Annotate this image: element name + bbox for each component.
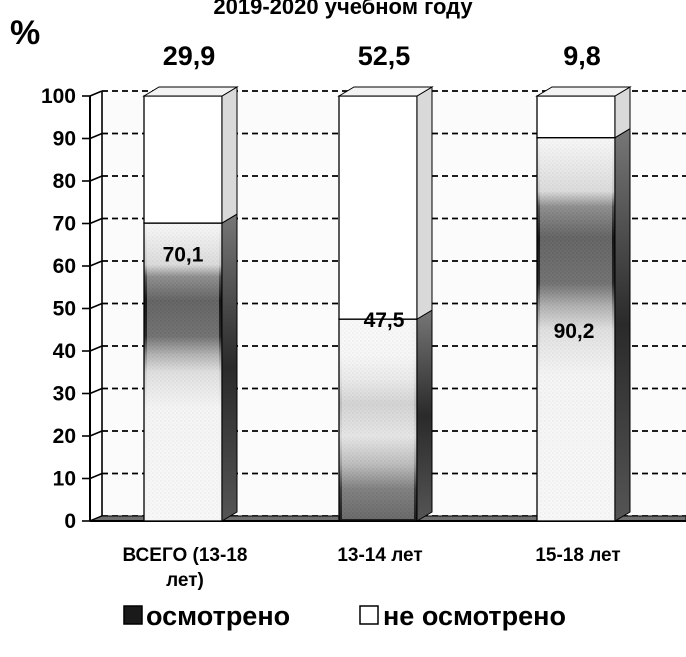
y-tick-label: 0 [64,510,76,533]
legend-label-осмотрено: осмотрено [146,601,290,631]
bar-group: 9,8 90,2 [535,41,632,522]
x-tick-label: лет) [166,570,204,591]
value-label-не-осмотрено: 29,9 [163,41,216,71]
bar-side-осмотрено [416,309,433,522]
bar-texture [147,225,219,519]
gridline-diagonal [89,472,103,480]
y-tick-label: 100 [41,85,76,108]
gridline-diagonal [89,217,103,225]
y-tick-label: 20 [53,425,76,448]
gridline-diagonal [89,175,103,182]
y-tick-label: 40 [53,340,76,363]
bar-top [337,86,434,97]
y-tick-label: 10 [53,468,76,491]
y-tick-label: 70 [53,213,76,236]
gridline-diagonal [89,387,103,395]
bar-group: 29,9 70,1 [142,41,239,522]
value-label-осмотрено: 47,5 [364,309,405,332]
y-tick-label: 30 [53,383,76,406]
bar-group: 52,5 47,5 [337,41,434,522]
chart-title: 2019-2020 учебном году [213,0,473,19]
y-axis-ticks: 0 10 20 30 40 50 60 70 80 90 100 [41,85,76,533]
gridline-diagonal [89,260,103,267]
gridline-diagonal [89,345,103,352]
bar-segment-не-осмотрено [536,95,616,139]
bars: 29,9 70,1 52,5 47,5 9,8 90,2 [142,41,632,522]
bar-top [535,86,632,97]
y-tick-label: 80 [53,170,76,193]
bar-side-осмотрено [221,213,238,522]
x-tick-label: ВСЕГО (13-18 [123,545,248,566]
bar-side-не-осмотрено [221,86,238,224]
bar-texture [540,139,612,519]
legend-swatch-не-осмотрено [359,605,379,625]
gridline-diagonal [89,132,103,140]
bar-side-осмотрено [614,127,631,522]
gridline-diagonal [89,430,103,437]
legend-swatch-осмотрено [123,605,143,625]
value-label-осмотрено: 90,2 [554,320,595,343]
gridline-diagonal [89,90,103,97]
y-tick-label: 50 [53,298,76,321]
y-axis-unit: % [10,14,40,52]
bar-top [142,86,239,97]
legend-label-не-осмотрено: не осмотрено [383,601,566,631]
bar-segment-не-осмотрено [143,95,223,224]
value-label-не-осмотрено: 9,8 [563,41,601,71]
y-tick-label: 60 [53,255,76,278]
value-label-не-осмотрено: 52,5 [358,41,411,71]
x-tick-label: 13-14 лет [337,545,422,566]
value-label-осмотрено: 70,1 [163,243,204,266]
y-tick-label: 90 [53,128,76,151]
gridline-diagonal [89,302,103,310]
legend: осмотрено не осмотрено [123,601,566,631]
bar-segment-не-осмотрено [338,95,418,320]
x-tick-label: 15-18 лет [535,545,620,566]
bar-side-не-осмотрено [416,86,433,321]
x-axis-ticks: ВСЕГО (13-18 лет) 13-14 лет 15-18 лет [123,545,621,591]
bar-texture [342,321,414,519]
